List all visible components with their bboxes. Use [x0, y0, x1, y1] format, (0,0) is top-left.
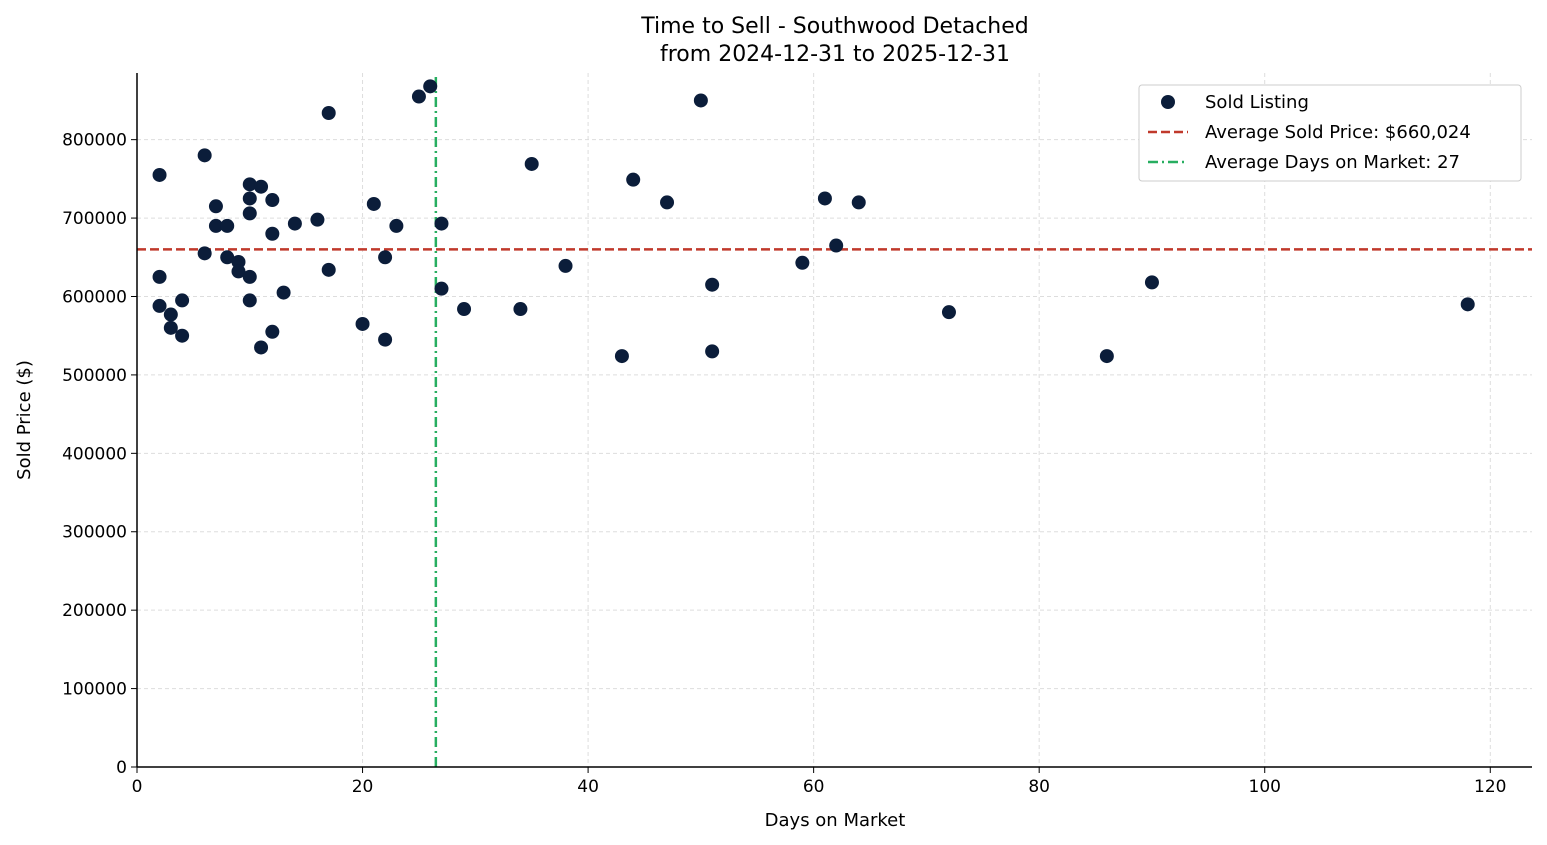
chart-title: Time to Sell - Southwood Detached: [640, 14, 1029, 39]
data-point: [693, 93, 708, 108]
x-tick-label: 60: [803, 777, 825, 797]
data-point: [197, 148, 212, 163]
data-point: [423, 79, 438, 94]
data-point: [1099, 349, 1114, 364]
axes: 0 20 40 60 80 100 120 0 100000 200000 300000 400000…: [62, 73, 1532, 797]
data-point: [242, 191, 257, 206]
x-axis-label: Days on Market: [765, 810, 906, 831]
data-point: [1460, 297, 1475, 312]
data-point: [513, 302, 528, 317]
x-tick-label: 0: [132, 777, 143, 797]
data-point: [660, 195, 675, 210]
y-tick-label: 500000: [62, 366, 127, 386]
data-point: [366, 196, 381, 211]
data-point: [411, 89, 426, 104]
data-point: [220, 250, 235, 265]
y-tick-label: 0: [116, 758, 127, 778]
data-point: [242, 293, 257, 308]
data-point: [321, 105, 336, 120]
data-point: [1144, 275, 1159, 290]
data-point: [152, 167, 167, 182]
data-point: [175, 293, 190, 308]
y-tick-label: 100000: [62, 680, 127, 700]
x-tick-label: 100: [1249, 777, 1281, 797]
data-point: [434, 281, 449, 296]
data-point: [197, 246, 212, 261]
data-point: [265, 324, 280, 339]
x-tick-label: 80: [1028, 777, 1050, 797]
data-point: [310, 212, 325, 227]
data-point: [208, 218, 223, 233]
y-tick-label: 300000: [62, 523, 127, 543]
data-point: [276, 285, 291, 300]
legend: Sold Listing Average Sold Price: $660,02…: [1138, 84, 1522, 182]
data-point: [829, 238, 844, 253]
data-point: [851, 195, 866, 210]
data-point: [457, 302, 472, 317]
data-point: [231, 264, 246, 279]
legend-box: [1138, 84, 1522, 182]
data-point: [626, 172, 641, 187]
y-tick-label: 700000: [62, 209, 127, 229]
legend-label-avg-price: Average Sold Price: $660,024: [1205, 122, 1471, 143]
chart-subtitle: from 2024-12-31 to 2025-12-31: [660, 42, 1010, 67]
data-point: [242, 269, 257, 284]
y-axis-label: Sold Price ($): [14, 360, 35, 480]
data-point: [795, 255, 810, 270]
data-point: [524, 156, 539, 171]
data-point: [434, 216, 449, 231]
x-tick-label: 40: [577, 777, 599, 797]
data-point: [321, 262, 336, 277]
data-point: [941, 305, 956, 320]
data-point: [254, 340, 269, 355]
data-point: [817, 191, 832, 206]
y-tick-label: 600000: [62, 287, 127, 307]
data-point: [705, 344, 720, 359]
y-tick-label: 400000: [62, 444, 127, 464]
data-point: [152, 298, 167, 313]
x-tick-label: 120: [1474, 777, 1506, 797]
data-point: [163, 307, 178, 322]
data-point: [558, 258, 573, 273]
y-tick-label: 800000: [62, 131, 127, 151]
data-point: [265, 226, 280, 241]
data-point: [152, 269, 167, 284]
data-points: [152, 79, 1475, 364]
data-point: [163, 320, 178, 335]
data-point: [242, 206, 257, 221]
y-tick-label: 200000: [62, 601, 127, 621]
data-point: [242, 177, 257, 192]
data-point: [265, 193, 280, 208]
legend-marker-points: [1161, 95, 1175, 109]
data-point: [389, 218, 404, 233]
x-tick-label: 20: [352, 777, 374, 797]
data-point: [705, 277, 720, 292]
data-point: [175, 328, 190, 343]
data-point: [614, 349, 629, 364]
data-point: [254, 179, 269, 194]
data-point: [208, 199, 223, 214]
data-point: [220, 218, 235, 233]
data-point: [378, 250, 393, 265]
data-point: [287, 216, 302, 231]
data-point: [355, 316, 370, 331]
legend-label-avg-days: Average Days on Market: 27: [1205, 152, 1460, 173]
legend-label-points: Sold Listing: [1205, 92, 1309, 113]
data-point: [378, 332, 393, 347]
